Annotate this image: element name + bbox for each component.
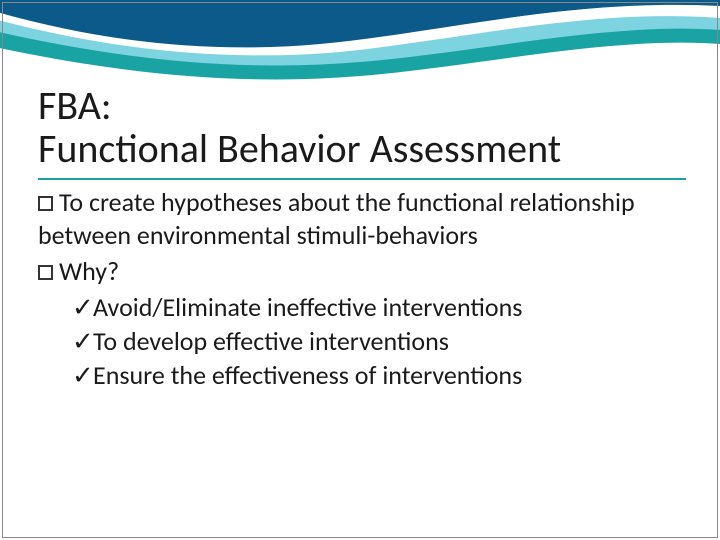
bullet-item: ✓Avoid/Eliminate ineffective interventio… [38,290,678,324]
check-icon: ✓ [72,358,90,392]
bullet-item: ✓To develop effective interventions [38,324,678,358]
bullet-item: Why? [38,255,678,288]
bullet-text: Ensure the effectiveness of intervention… [93,359,522,391]
bullet-item: To create hypotheses about the functiona… [38,186,678,253]
check-icon: ✓ [72,290,90,324]
bullet-text: To develop effective interventions [93,325,449,357]
decorative-wave [0,0,720,90]
check-icon: ✓ [72,324,90,358]
square-bullet-icon [38,196,53,211]
slide-title: FBA: Functional Behavior Assessment [38,84,678,170]
title-underline [38,178,686,180]
title-line-2: Functional Behavior Assessment [38,127,678,170]
wave-icon [0,0,720,90]
square-bullet-icon [38,265,53,280]
slide-body: To create hypotheses about the functiona… [38,186,678,393]
title-line-1: FBA: [38,84,678,127]
bullet-text: Why? [59,255,119,287]
bullet-item: ✓Ensure the effectiveness of interventio… [38,358,678,392]
bullet-text: To create hypotheses about the functiona… [38,186,635,251]
bullet-text: Avoid/Eliminate ineffective intervention… [93,291,522,323]
slide: FBA: Functional Behavior Assessment To c… [0,0,720,540]
